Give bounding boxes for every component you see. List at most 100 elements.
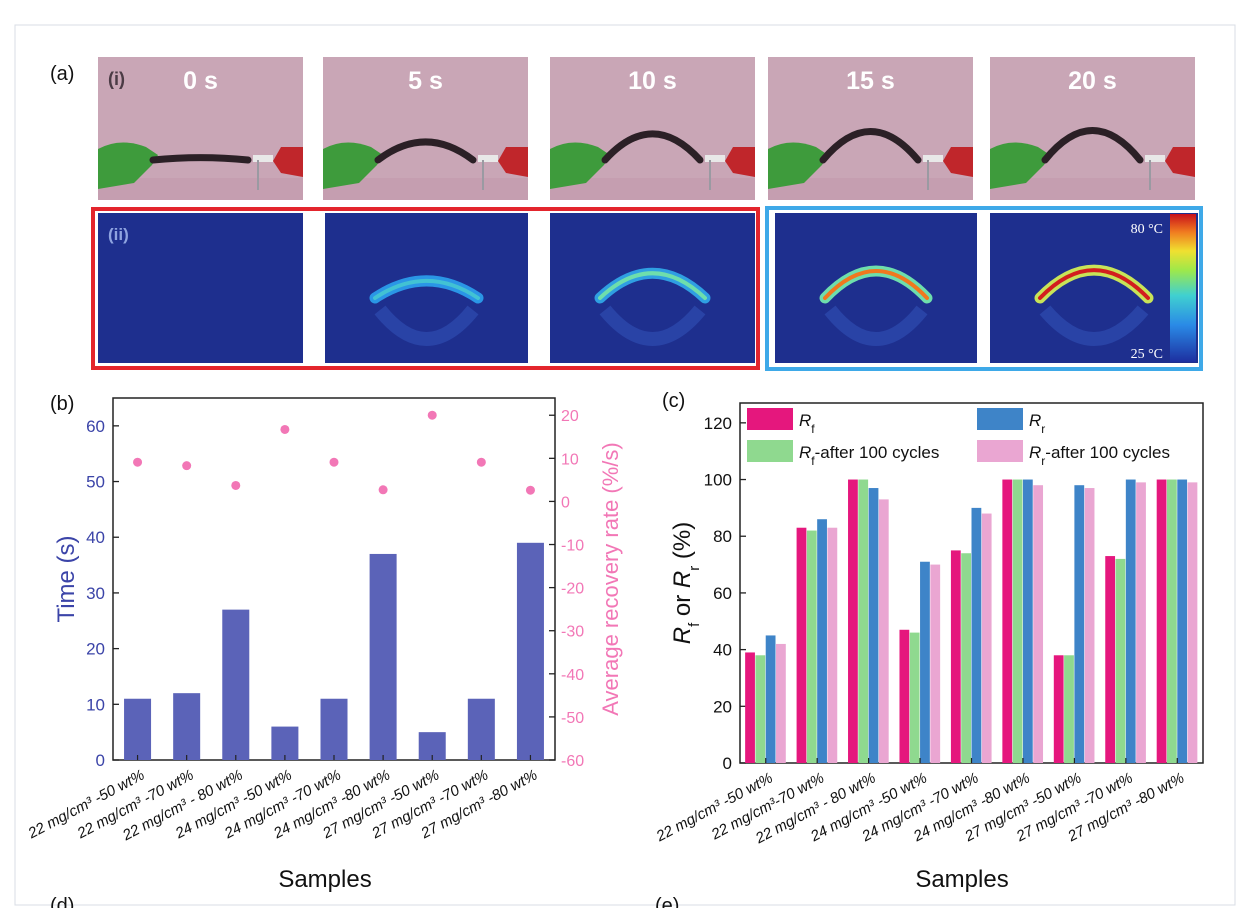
bar-rf — [950, 550, 961, 763]
thermal-frame — [98, 213, 303, 363]
y-tick-label: 0 — [96, 751, 105, 770]
x-axis-label: Samples — [915, 866, 1008, 893]
bar-rf — [848, 479, 858, 763]
bar-rf-after-100-cycles — [755, 655, 766, 763]
bar-time — [369, 553, 397, 760]
y2-tick-label: 0 — [561, 494, 570, 511]
bar-time — [173, 693, 201, 760]
sample-strip — [601, 130, 704, 164]
thermal-background — [98, 213, 303, 363]
green-clamp — [98, 142, 158, 189]
photo-frame: 15 s — [768, 57, 973, 200]
legend-swatch — [977, 440, 1023, 462]
bar-time — [271, 726, 299, 760]
chart-b: (b) 0 10 20 30 40 50 60 -60 -50 -40 -30 -20 -10 0 10 20 T… — [24, 393, 623, 893]
y2-tick-label: -40 — [561, 667, 584, 684]
thermal-strip-core — [598, 271, 707, 300]
panel-label-d: (d) — [50, 895, 74, 908]
y-tick-label: 20 — [713, 697, 732, 716]
bar-rf-after-100-cycles — [961, 553, 971, 763]
thermal-frame — [325, 213, 528, 363]
bar-rr-after-100-cycles — [1033, 485, 1044, 763]
green-clamp — [550, 142, 610, 189]
bar-time — [467, 698, 495, 760]
bar-rr — [1177, 479, 1188, 763]
bar-rf — [1002, 479, 1013, 763]
legend-label: Rr — [1029, 411, 1045, 436]
subpanel-label-ii: (ii) — [108, 225, 129, 244]
bar-rr-after-100-cycles — [930, 564, 941, 763]
legend-entry: Rr-after 100 cycles — [977, 440, 1170, 468]
bar-rf-after-100-cycles — [806, 530, 817, 763]
thermal-reflection — [824, 305, 928, 346]
x-axis-label: Samples — [278, 866, 371, 893]
y-tick-label: 40 — [713, 641, 732, 660]
panel-label-b: (b) — [50, 393, 74, 415]
y-tick-label: 20 — [86, 640, 105, 659]
bar-rf-after-100-cycles — [1064, 655, 1074, 763]
thermal-reflection — [1039, 305, 1149, 346]
thermal-frame — [550, 213, 755, 363]
figure-border — [14, 24, 1236, 906]
bar-rr-after-100-cycles — [981, 513, 992, 763]
electrode-tip — [1145, 155, 1165, 162]
point-recovery-rate — [133, 457, 143, 467]
time-label: 5 s — [408, 67, 443, 95]
electrode-tip — [253, 155, 273, 162]
subpanel-label-i: (i) — [108, 69, 125, 89]
y-tick-label: 50 — [86, 473, 105, 492]
bar-time — [516, 542, 544, 760]
point-recovery-rate — [329, 457, 339, 467]
legend-entry: Rr — [977, 408, 1045, 436]
green-clamp — [768, 142, 828, 189]
bar-rf-after-100-cycles — [1115, 558, 1126, 763]
bar-rr — [1125, 479, 1136, 763]
red-clamp — [943, 147, 973, 177]
bar-rf — [796, 527, 807, 763]
y-tick-label: 40 — [86, 528, 105, 547]
green-clamp — [990, 142, 1050, 189]
point-recovery-rate — [231, 480, 241, 490]
y-tick-label: 30 — [86, 584, 105, 603]
electrode-tip — [705, 155, 725, 162]
y2-tick-label: -30 — [561, 624, 584, 641]
thermal-frame — [990, 213, 1198, 363]
colorbar — [1170, 214, 1196, 362]
photo-table — [550, 178, 755, 200]
bar-rr-after-100-cycles — [1084, 488, 1095, 763]
panel-label-e: (e) — [655, 895, 679, 908]
y2-tick-label: -20 — [561, 581, 584, 598]
photo-table — [323, 178, 528, 200]
y-tick-label: 100 — [704, 471, 732, 490]
bar-rf-after-100-cycles — [858, 479, 869, 763]
y-tick-label: 120 — [704, 414, 732, 433]
legend-entry: Rf — [747, 408, 815, 436]
legend-label: Rf — [799, 411, 815, 436]
red-clamp — [725, 147, 755, 177]
photo-table — [768, 178, 973, 200]
time-label: 10 s — [628, 67, 677, 95]
legend-label: Rr-after 100 cycles — [1029, 443, 1170, 468]
point-recovery-rate — [280, 424, 290, 434]
red-clamp — [1165, 147, 1195, 177]
y2-tick-label: 20 — [561, 408, 579, 425]
photo-frame: 0 s — [98, 57, 303, 200]
y-tick-label: 10 — [86, 695, 105, 714]
point-recovery-rate — [378, 485, 388, 495]
y-tick-label: 60 — [86, 417, 105, 436]
bar-rf — [1156, 479, 1167, 763]
point-recovery-rate — [182, 461, 192, 471]
legend-entry: Rf-after 100 cycles — [747, 440, 939, 468]
bar-rr — [920, 561, 930, 763]
bar-rr — [971, 507, 982, 763]
sample-strip — [149, 154, 252, 164]
time-label: 0 s — [183, 67, 218, 95]
photo-frame: 10 s — [550, 57, 755, 200]
time-label: 15 s — [846, 67, 895, 95]
bar-rf — [1105, 556, 1116, 763]
y-tick-label: 60 — [713, 584, 732, 603]
bar-rr-after-100-cycles — [1136, 482, 1146, 763]
electrode-tip — [923, 155, 943, 162]
